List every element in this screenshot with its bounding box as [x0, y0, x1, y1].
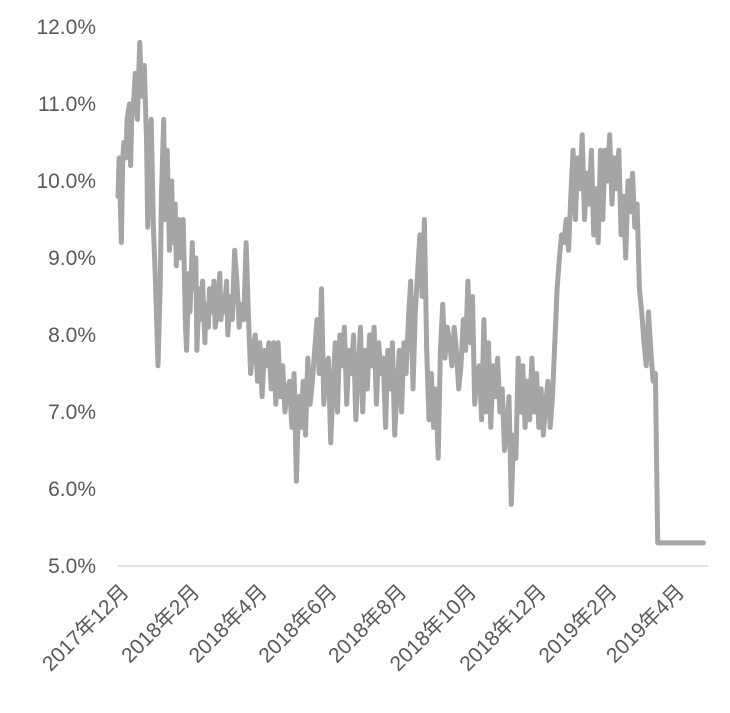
y-tick-label: 10.0% [36, 170, 96, 193]
y-tick-label: 9.0% [48, 247, 96, 270]
y-axis-ticks: 5.0% 6.0% 7.0% 8.0% 9.0% 10.0% 11.0% 12.0% [36, 16, 96, 578]
x-axis-ticks: 2017年12月2018年2月2018年4月2018年6月2018年8月2018… [38, 580, 689, 676]
y-tick-label: 8.0% [48, 324, 96, 347]
y-tick-label: 11.0% [38, 93, 96, 116]
x-tick-label: 2017年12月 [38, 580, 134, 676]
y-tick-label: 6.0% [48, 478, 96, 501]
y-tick-label: 5.0% [48, 555, 96, 578]
y-tick-label: 7.0% [48, 401, 96, 424]
y-tick-label: 12.0% [36, 16, 96, 39]
series-line [115, 39, 706, 546]
